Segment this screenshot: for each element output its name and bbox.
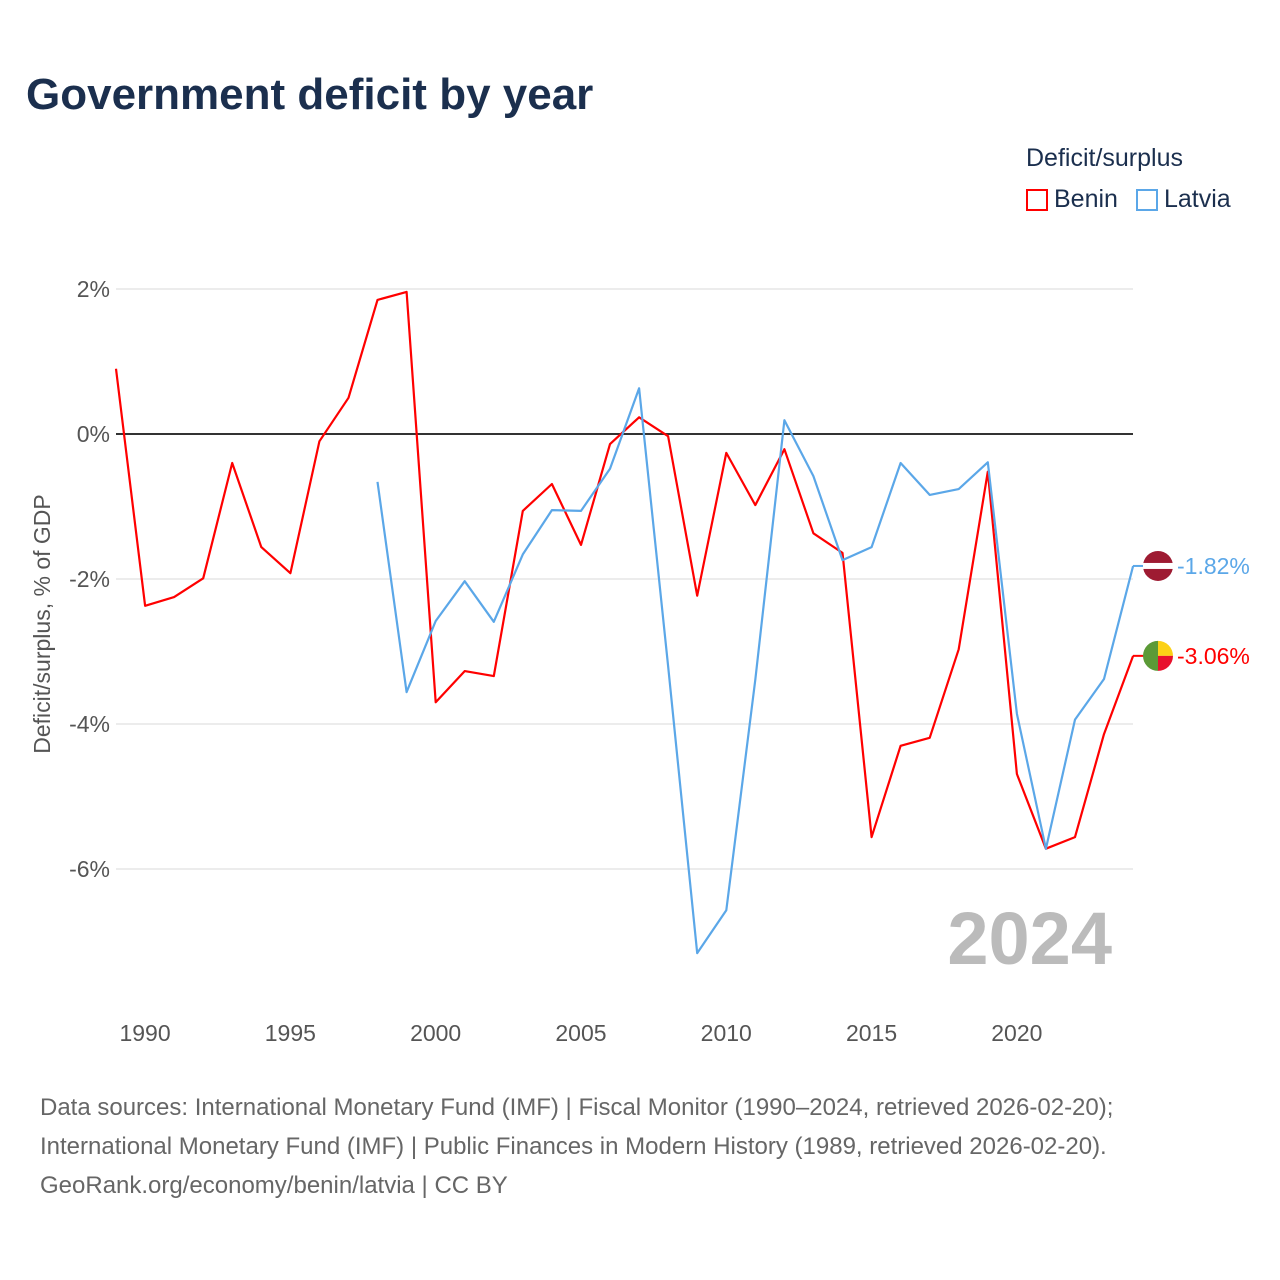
legend-item-latvia[interactable]: Latvia xyxy=(1135,185,1231,214)
data-point xyxy=(808,471,818,481)
data-point xyxy=(867,832,877,842)
data-point xyxy=(489,671,499,681)
data-point xyxy=(431,616,441,626)
x-tick-label: 2020 xyxy=(991,1020,1042,1046)
data-point xyxy=(838,555,848,565)
x-tick-label: 1990 xyxy=(119,1020,170,1046)
flag-red xyxy=(1158,655,1173,671)
data-point xyxy=(343,393,353,403)
x-tick-label: 2000 xyxy=(410,1020,461,1046)
data-point xyxy=(402,287,412,297)
series-line-latvia xyxy=(376,387,1135,955)
y-tick-label: -6% xyxy=(69,856,110,882)
flag-yellow xyxy=(1158,640,1173,656)
data-point xyxy=(314,436,324,446)
y-tick-label: -4% xyxy=(69,711,110,737)
data-point xyxy=(663,431,673,441)
data-point xyxy=(896,458,906,468)
data-point xyxy=(256,542,266,552)
data-point xyxy=(576,540,586,550)
latvia-flag-icon xyxy=(1143,550,1173,581)
chart-title: Government deficit by year xyxy=(26,70,594,119)
data-point xyxy=(721,905,731,915)
data-point xyxy=(1099,729,1109,739)
data-point xyxy=(663,661,673,671)
data-point xyxy=(1041,844,1051,854)
data-point xyxy=(373,295,383,305)
x-tick-label: 2005 xyxy=(555,1020,606,1046)
legend-swatch xyxy=(1135,188,1158,211)
legend-title: Deficit/surplus xyxy=(1026,144,1183,172)
data-point xyxy=(1099,674,1109,684)
data-point xyxy=(925,733,935,743)
data-point xyxy=(460,576,470,586)
x-tick-label: 2015 xyxy=(846,1020,897,1046)
legend-swatch xyxy=(1026,188,1048,211)
legend-label: Latvia xyxy=(1163,185,1231,213)
data-point xyxy=(1012,709,1022,719)
y-tick-label: -2% xyxy=(69,566,110,592)
flag-stripe xyxy=(1143,562,1173,569)
source-link[interactable]: GeoRank.org/economy/benin/latvia | CC BY xyxy=(40,1172,508,1199)
data-point xyxy=(721,448,731,458)
data-point xyxy=(576,506,586,516)
data-point xyxy=(1070,832,1080,842)
data-point xyxy=(779,415,789,425)
data-point xyxy=(896,741,906,751)
data-point xyxy=(1070,715,1080,725)
data-point xyxy=(954,484,964,494)
data-point xyxy=(808,528,818,538)
data-point xyxy=(140,601,150,611)
data-point xyxy=(983,457,993,467)
data-point xyxy=(518,506,528,516)
legend: Deficit/surplus Benin Latvia xyxy=(1026,144,1249,216)
y-tick-label: 2% xyxy=(77,276,110,302)
data-point xyxy=(605,439,615,449)
legend-item-benin[interactable]: Benin xyxy=(1026,185,1118,214)
data-point xyxy=(547,505,557,515)
data-point xyxy=(460,666,470,676)
source-line: International Monetary Fund (IMF) | Publ… xyxy=(40,1133,1107,1160)
data-point xyxy=(750,675,760,685)
data-point xyxy=(867,542,877,552)
data-point xyxy=(605,464,615,474)
data-point xyxy=(431,697,441,707)
data-point xyxy=(1012,769,1022,779)
benin-flag-icon xyxy=(1143,640,1173,671)
data-point xyxy=(402,687,412,697)
data-point xyxy=(285,568,295,578)
data-point xyxy=(227,458,237,468)
data-point xyxy=(634,383,644,393)
data-point xyxy=(489,617,499,627)
watermark-year: 2024 xyxy=(947,897,1112,980)
data-point xyxy=(692,591,702,601)
series-line-benin xyxy=(114,290,1135,850)
data-point xyxy=(692,948,702,958)
x-tick-label: 2010 xyxy=(701,1020,752,1046)
end-value-label: -1.82% xyxy=(1177,553,1250,579)
data-point xyxy=(547,479,557,489)
data-point xyxy=(925,490,935,500)
data-point xyxy=(750,500,760,510)
source-line: Data sources: International Monetary Fun… xyxy=(40,1094,1114,1121)
data-point xyxy=(111,364,121,374)
end-value-label: -3.06% xyxy=(1177,643,1250,669)
flag-green xyxy=(1143,640,1158,671)
data-point xyxy=(954,644,964,654)
data-point xyxy=(169,592,179,602)
data-point xyxy=(198,573,208,583)
data-point xyxy=(518,549,528,559)
y-axis-label: Deficit/surplus, % of GDP xyxy=(29,494,55,753)
y-tick-label: 0% xyxy=(77,421,110,447)
data-point xyxy=(373,477,383,487)
legend-label: Benin xyxy=(1054,185,1118,213)
source-note: Data sources: International Monetary Fun… xyxy=(40,1088,1113,1205)
x-tick-label: 1995 xyxy=(265,1020,316,1046)
